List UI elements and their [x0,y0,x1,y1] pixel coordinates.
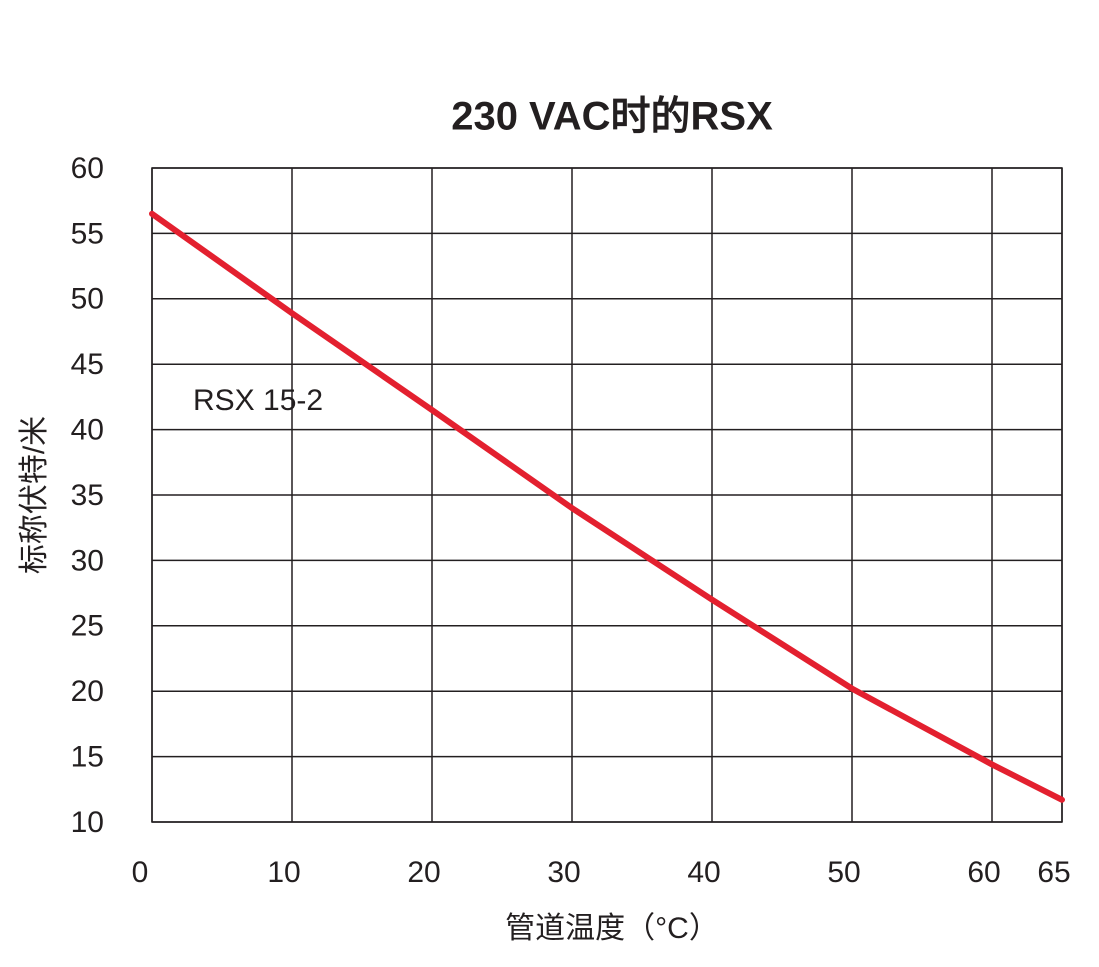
y-tick-label: 20 [71,675,104,708]
y-tick-label: 10 [71,806,104,839]
x-tick-label: 65 [1037,856,1070,889]
y-tick-label: 55 [71,217,104,250]
x-tick-label: 40 [687,856,720,889]
y-tick-label: 15 [71,741,104,774]
plot-frame [151,167,1063,823]
y-axis-label: 标称伏特/米 [18,416,51,574]
y-tick-label: 45 [71,348,104,381]
line [149,210,1065,803]
y-tick-label: 60 [71,152,104,185]
y-tick-label: 25 [71,610,104,643]
y-tick-label: 35 [71,479,104,512]
x-axis-label: 管道温度（°C） [505,912,719,945]
chart-title: 230 VAC时的RSX [451,95,773,139]
x-tick-label: 0 [132,856,149,889]
x-tick-label: 10 [267,856,300,889]
x-tick-label: 60 [967,856,1000,889]
y-tick-label: 30 [71,544,104,577]
x-tick-label: 50 [827,856,860,889]
series-label: RSX 15-2 [193,384,323,417]
x-tick-label: 30 [547,856,580,889]
y-tick-label: 50 [71,283,104,316]
x-tick-label: 20 [407,856,440,889]
y-tick-label: 40 [71,414,104,447]
